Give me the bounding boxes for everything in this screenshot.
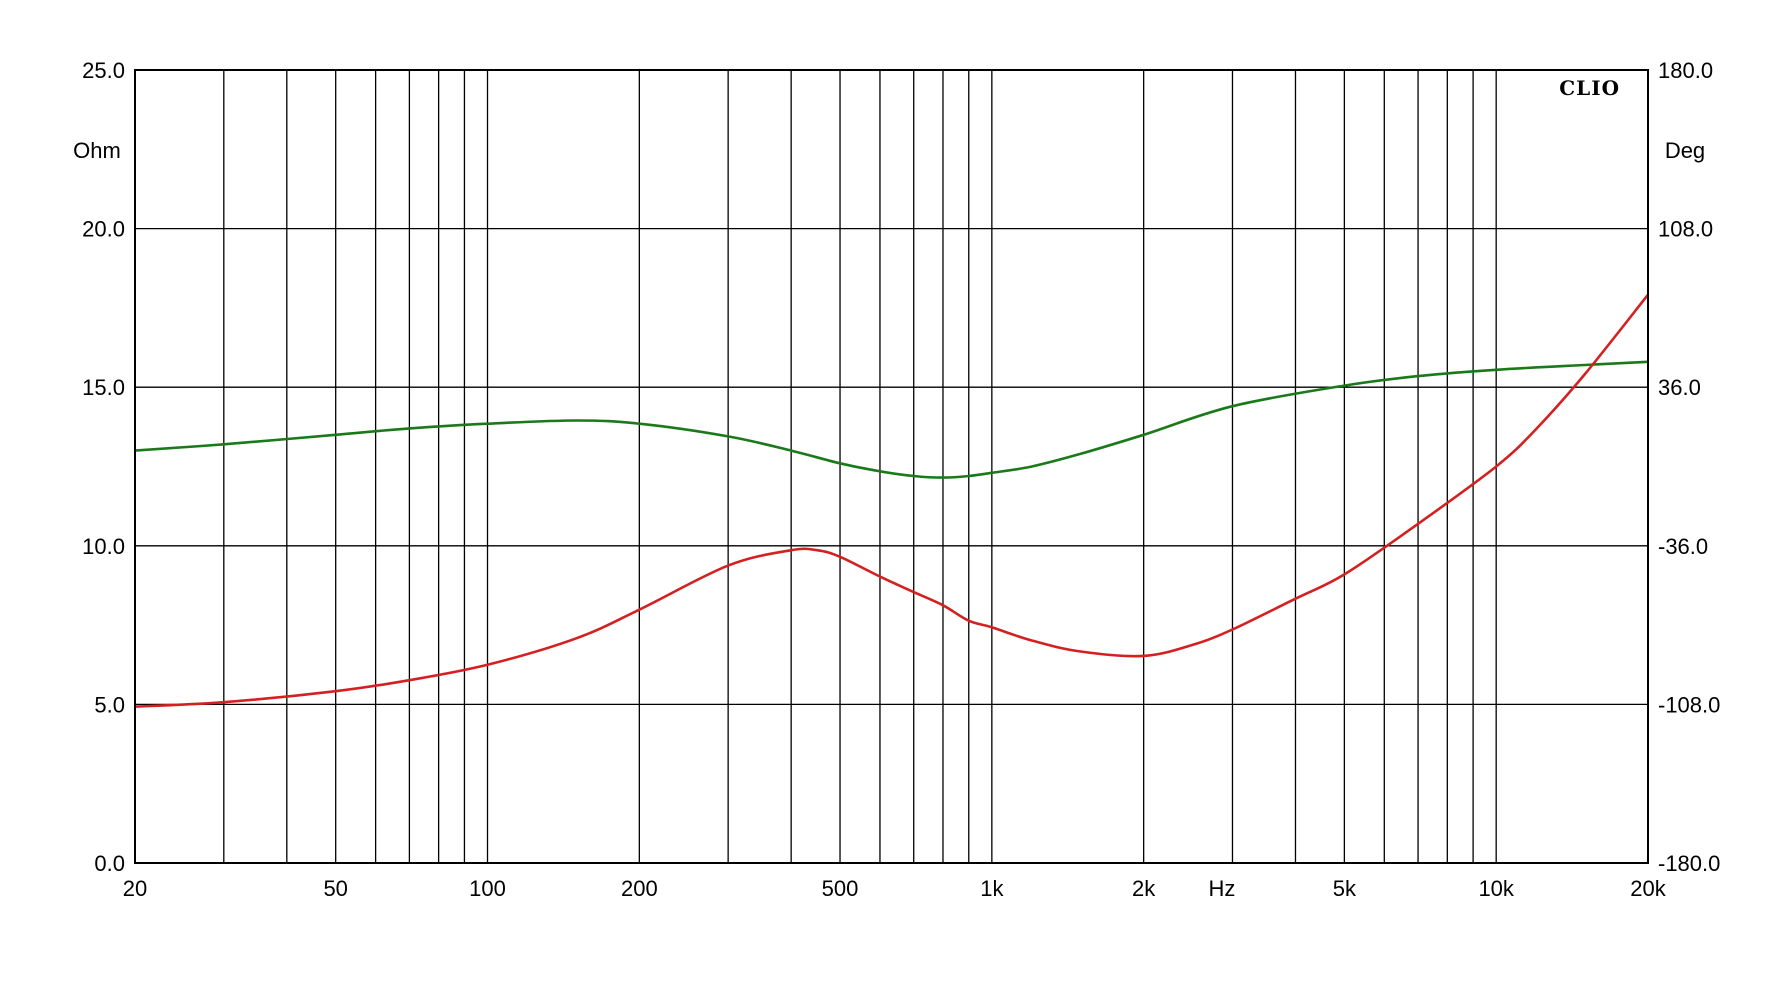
y-left-tick-label: 5.0 xyxy=(94,692,125,717)
y-right-tick-label: -36.0 xyxy=(1658,534,1708,559)
x-tick-label: 20 xyxy=(123,876,147,901)
y-left-tick-labels: 0.0 5.0 10.0 15.0 20.0 25.0 xyxy=(82,58,125,876)
x-tick-label: 500 xyxy=(822,876,859,901)
y-left-tick-label: 25.0 xyxy=(82,58,125,83)
y-right-tick-label: 108.0 xyxy=(1658,217,1713,242)
x-tick-label: 50 xyxy=(323,876,347,901)
impedance-curve xyxy=(134,360,1649,479)
y-left-tick-label: 10.0 xyxy=(82,534,125,559)
y-right-tick-label: 180.0 xyxy=(1658,58,1713,83)
y-left-tick-label: 0.0 xyxy=(94,851,125,876)
x-tick-label: 200 xyxy=(621,876,658,901)
x-tick-label: 2k xyxy=(1132,876,1156,901)
phase-curve xyxy=(134,293,1650,708)
y-right-tick-label: -108.0 xyxy=(1658,692,1720,717)
grid xyxy=(135,70,1648,863)
y-left-tick-label: 15.0 xyxy=(82,375,125,400)
y-axis-left-label: Ohm xyxy=(73,138,121,163)
plot-frame xyxy=(134,69,1649,864)
y-left-tick-label: 20.0 xyxy=(82,217,125,242)
x-tick-label: 100 xyxy=(469,876,506,901)
series-group xyxy=(134,293,1650,708)
x-tick-labels: 20 50 100 200 500 1k 2k 5k 10k 20k xyxy=(123,876,1667,901)
clio-logo: CLIO xyxy=(1559,76,1620,100)
x-tick-label: 1k xyxy=(980,876,1004,901)
x-tick-label: 10k xyxy=(1478,876,1514,901)
x-tick-label: 20k xyxy=(1630,876,1666,901)
y-right-tick-label: -180.0 xyxy=(1658,851,1720,876)
y-right-tick-label: 36.0 xyxy=(1658,375,1701,400)
x-tick-label: 5k xyxy=(1333,876,1357,901)
x-axis-label: Hz xyxy=(1209,876,1236,901)
y-right-tick-labels: -180.0 -108.0 -36.0 36.0 108.0 180.0 xyxy=(1658,58,1720,876)
y-axis-right-label: Deg xyxy=(1665,138,1705,163)
